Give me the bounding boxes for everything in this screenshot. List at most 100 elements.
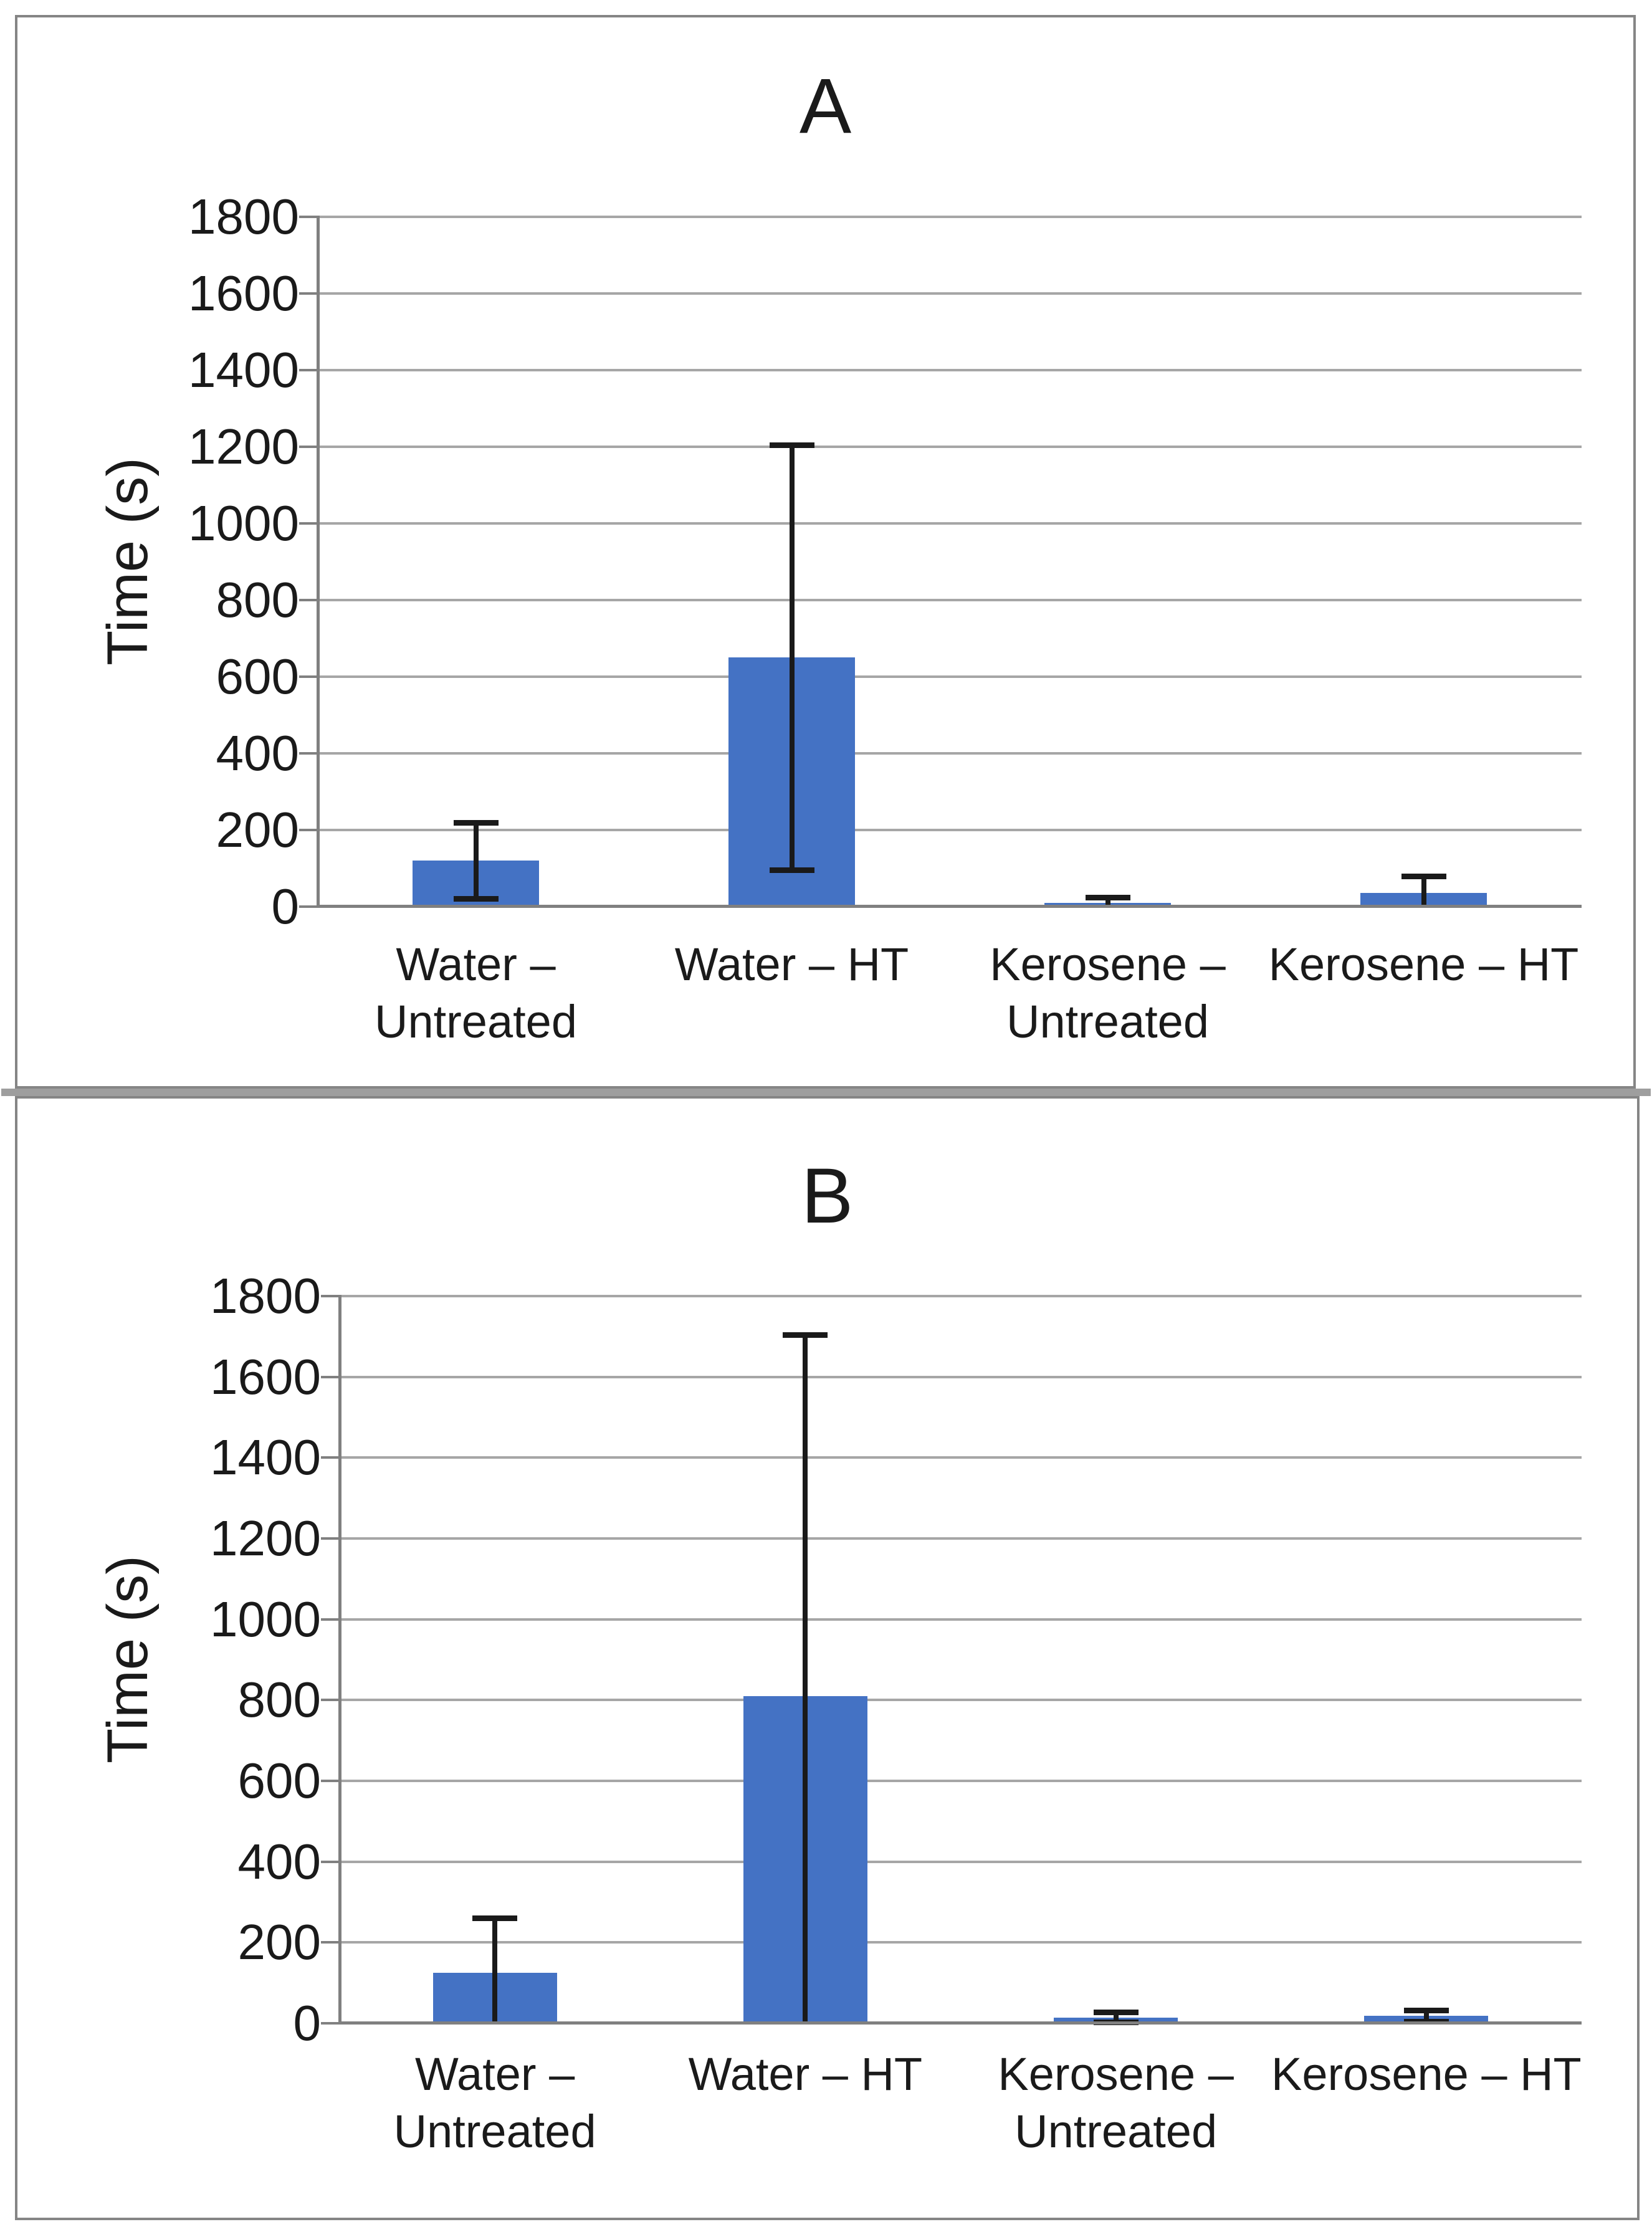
y-tick-mark	[299, 292, 318, 295]
error-bar-line	[492, 1918, 498, 2023]
y-tick-label: 0	[271, 879, 300, 934]
y-tick-label: 1200	[188, 419, 299, 474]
y-tick-label: 400	[237, 1833, 321, 1889]
chart-title: B	[801, 1153, 854, 1239]
x-category-label: Water – HT	[634, 936, 950, 993]
y-tick-mark	[299, 369, 318, 371]
y-tick-label: 200	[237, 1914, 321, 1970]
error-bar-line	[789, 444, 795, 870]
panel-divider	[1, 1089, 1651, 1096]
y-tick-mark	[299, 522, 318, 525]
x-category-label: Kerosene – Untreated	[961, 2046, 1271, 2160]
y-tick-label: 1400	[188, 342, 299, 398]
y-tick-label: 800	[216, 572, 299, 627]
y-tick-label: 1200	[210, 1510, 321, 1566]
gridline	[340, 1618, 1582, 1621]
gridline	[340, 1941, 1582, 1944]
error-bar-line	[1423, 2010, 1429, 2023]
bar-layer	[340, 1296, 1582, 2026]
gridline	[318, 599, 1582, 601]
gridline	[318, 675, 1582, 678]
y-tick-mark	[321, 2022, 340, 2025]
chart-a: A Time (s) 0 200 400 600 800 1000 1200 1400 1600…	[17, 17, 1633, 1086]
error-bar-line	[1421, 875, 1426, 907]
gridline	[318, 216, 1582, 218]
gridline	[340, 1456, 1582, 1459]
error-bar-top-cap	[472, 1915, 518, 1922]
y-tick-label: 1800	[210, 1268, 321, 1324]
y-tick-mark	[321, 1860, 340, 1863]
error-bar-top-cap	[1401, 873, 1446, 879]
bar-layer	[318, 217, 1582, 907]
x-category-label-line: Water – HT	[674, 938, 909, 990]
panel-a: A Time (s) 0 200 400 600 800 1000 1200 1400 1600…	[15, 15, 1636, 1089]
error-bar-line	[803, 1334, 808, 2023]
chart-title: A	[799, 63, 852, 150]
gridline	[340, 1699, 1582, 1702]
y-tick-label: 200	[216, 802, 299, 857]
gridline-layer	[321, 1295, 1582, 2025]
y-tick-label: 1000	[188, 495, 299, 551]
x-category-label-line: Untreated	[1006, 996, 1209, 1047]
y-tick-mark	[321, 1780, 340, 1782]
y-tick-label: 1600	[188, 265, 299, 321]
gridline	[340, 1295, 1582, 1297]
x-axis-baseline	[317, 905, 1582, 908]
y-tick-label: 600	[216, 649, 299, 704]
plot-area	[299, 216, 1582, 908]
y-tick-mark	[321, 1537, 340, 1540]
gridline	[340, 1780, 1582, 1782]
x-category-label-line: Kerosene – HT	[1268, 938, 1579, 990]
y-tick-label: 1600	[210, 1348, 321, 1405]
plot-area	[321, 1295, 1582, 2026]
y-tick-label: 1400	[210, 1429, 321, 1486]
x-category-label-line: Untreated	[393, 2106, 596, 2157]
x-category-label-line: Untreated	[375, 996, 577, 1047]
error-bar-top-cap	[783, 1332, 828, 1338]
y-tick-label: 1000	[210, 1591, 321, 1647]
gridline	[318, 446, 1582, 448]
y-tick-label: 600	[237, 1753, 321, 1808]
y-tick-mark	[321, 1295, 340, 1297]
x-category-label: Water – Untreated	[318, 936, 634, 1051]
y-tick-label: 1800	[188, 189, 299, 244]
gridline-layer	[299, 216, 1582, 908]
x-category-label-line: Water –	[414, 2048, 575, 2100]
error-bar-line	[1113, 2012, 1119, 2023]
y-tick-label: 0	[293, 1995, 322, 2051]
x-category-label: Kerosene – HT	[1266, 936, 1582, 993]
error-bar-bottom-cap	[453, 895, 499, 902]
y-tick-label: 800	[237, 1672, 321, 1728]
gridline	[340, 1537, 1582, 1540]
error-bar-top-cap	[1403, 2007, 1449, 2013]
error-bar-top-cap	[453, 819, 499, 826]
gridline	[340, 1860, 1582, 1863]
y-axis-line	[338, 1295, 341, 2025]
y-tick-mark	[321, 1375, 340, 1378]
y-tick-mark	[299, 446, 318, 448]
gridline	[318, 369, 1582, 371]
panel-b: B Time (s) 0 200 400 600 800 1000 1200 1400 1600…	[15, 1096, 1640, 2220]
y-tick-mark	[299, 905, 318, 908]
gridline	[340, 1375, 1582, 1378]
y-tick-mark	[321, 1456, 340, 1459]
x-category-label-line: Untreated	[1015, 2106, 1218, 2157]
error-bar-top-cap	[769, 442, 814, 448]
error-bar-line	[1105, 897, 1110, 907]
x-category-label: Kerosene – HT	[1271, 2046, 1582, 2103]
gridline	[318, 752, 1582, 755]
chart-b: B Time (s) 0 200 400 600 800 1000 1200 1400 1600…	[17, 1099, 1637, 2218]
error-bar-top-cap	[1093, 2010, 1139, 2016]
x-category-label: Water – Untreated	[340, 2046, 650, 2160]
x-category-label: Kerosene – Untreated	[950, 936, 1266, 1051]
x-category-label-line: Kerosene –	[990, 938, 1226, 990]
x-category-label: Water – HT	[650, 2046, 960, 2103]
y-tick-mark	[299, 752, 318, 755]
x-category-label-line: Water – HT	[688, 2048, 923, 2100]
y-tick-mark	[321, 1618, 340, 1621]
error-bar-bottom-cap	[769, 867, 814, 873]
error-bar-line	[473, 822, 479, 899]
gridline	[318, 292, 1582, 295]
y-tick-mark	[321, 1941, 340, 1944]
